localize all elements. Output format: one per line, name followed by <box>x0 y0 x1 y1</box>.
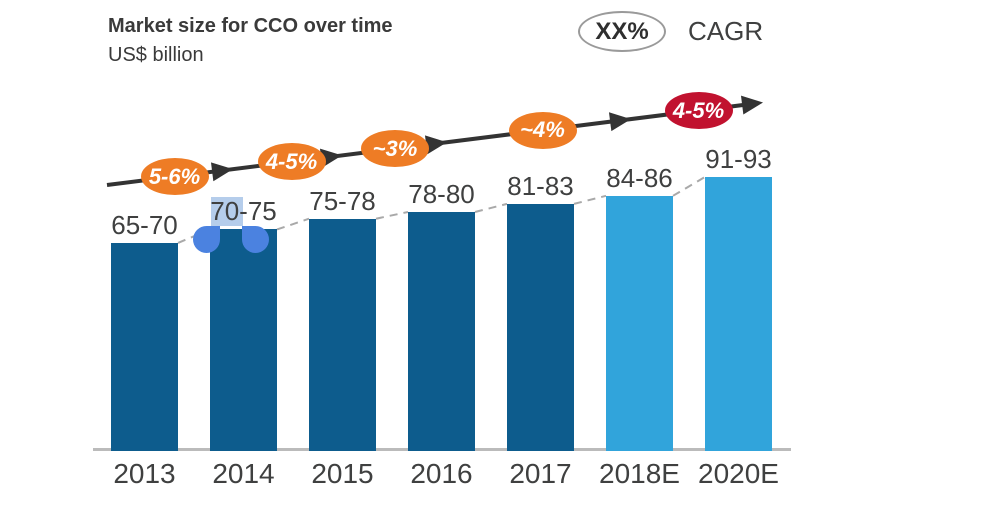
bar-value-label-2015: 75-78 <box>309 185 376 216</box>
bar-2015 <box>309 218 376 451</box>
growth-badge-1: 5-6% <box>140 158 209 195</box>
growth-badge-3: ~3% <box>361 130 429 168</box>
x-tick-label-2013: 2013 <box>113 458 176 489</box>
x-tick-label-2014: 2014 <box>212 458 275 489</box>
x-tick-label-2015: 2015 <box>311 458 374 489</box>
chart-title: Market size for CCO over time <box>108 15 393 37</box>
bar-2020E <box>705 176 772 451</box>
chart-unit-subtitle: US$ billion <box>108 44 204 66</box>
bar-2017 <box>507 203 574 451</box>
growth-badge-2: 4-5% <box>257 143 326 181</box>
x-tick-label-2018E: 2018E <box>599 458 680 489</box>
cagr-label: CAGR <box>688 16 764 46</box>
growth-badge-5: 4-5% <box>664 92 733 130</box>
x-tick-label-2017: 2017 <box>509 458 572 489</box>
bar-value-label-2020E: 91-93 <box>705 143 772 174</box>
bar-2018E <box>606 195 673 451</box>
x-tick-label-2020E: 2020E <box>698 458 779 489</box>
x-tick-label-2016: 2016 <box>410 458 473 489</box>
bar-2014 <box>210 229 277 451</box>
text-selection-handle-right[interactable] <box>241 225 269 253</box>
trend-arrowhead-icon <box>210 162 233 182</box>
trend-arrowhead-icon <box>608 112 631 132</box>
text-selection-handle-left[interactable] <box>192 225 220 253</box>
bar-value-label-2013: 65-70 <box>111 209 178 240</box>
bar-value-label-2014: 70-75 <box>210 196 277 227</box>
growth-badge-4: ~4% <box>508 111 577 149</box>
cagr-legend: XX% CAGR <box>578 11 763 52</box>
trend-arrowhead-icon <box>740 95 763 115</box>
text-selection-highlight <box>210 197 243 227</box>
bar-2013 <box>111 242 178 451</box>
cagr-badge-ellipse: XX% <box>578 11 666 52</box>
cagr-badge-text: XX% <box>595 17 649 45</box>
bar-2016 <box>408 211 475 451</box>
